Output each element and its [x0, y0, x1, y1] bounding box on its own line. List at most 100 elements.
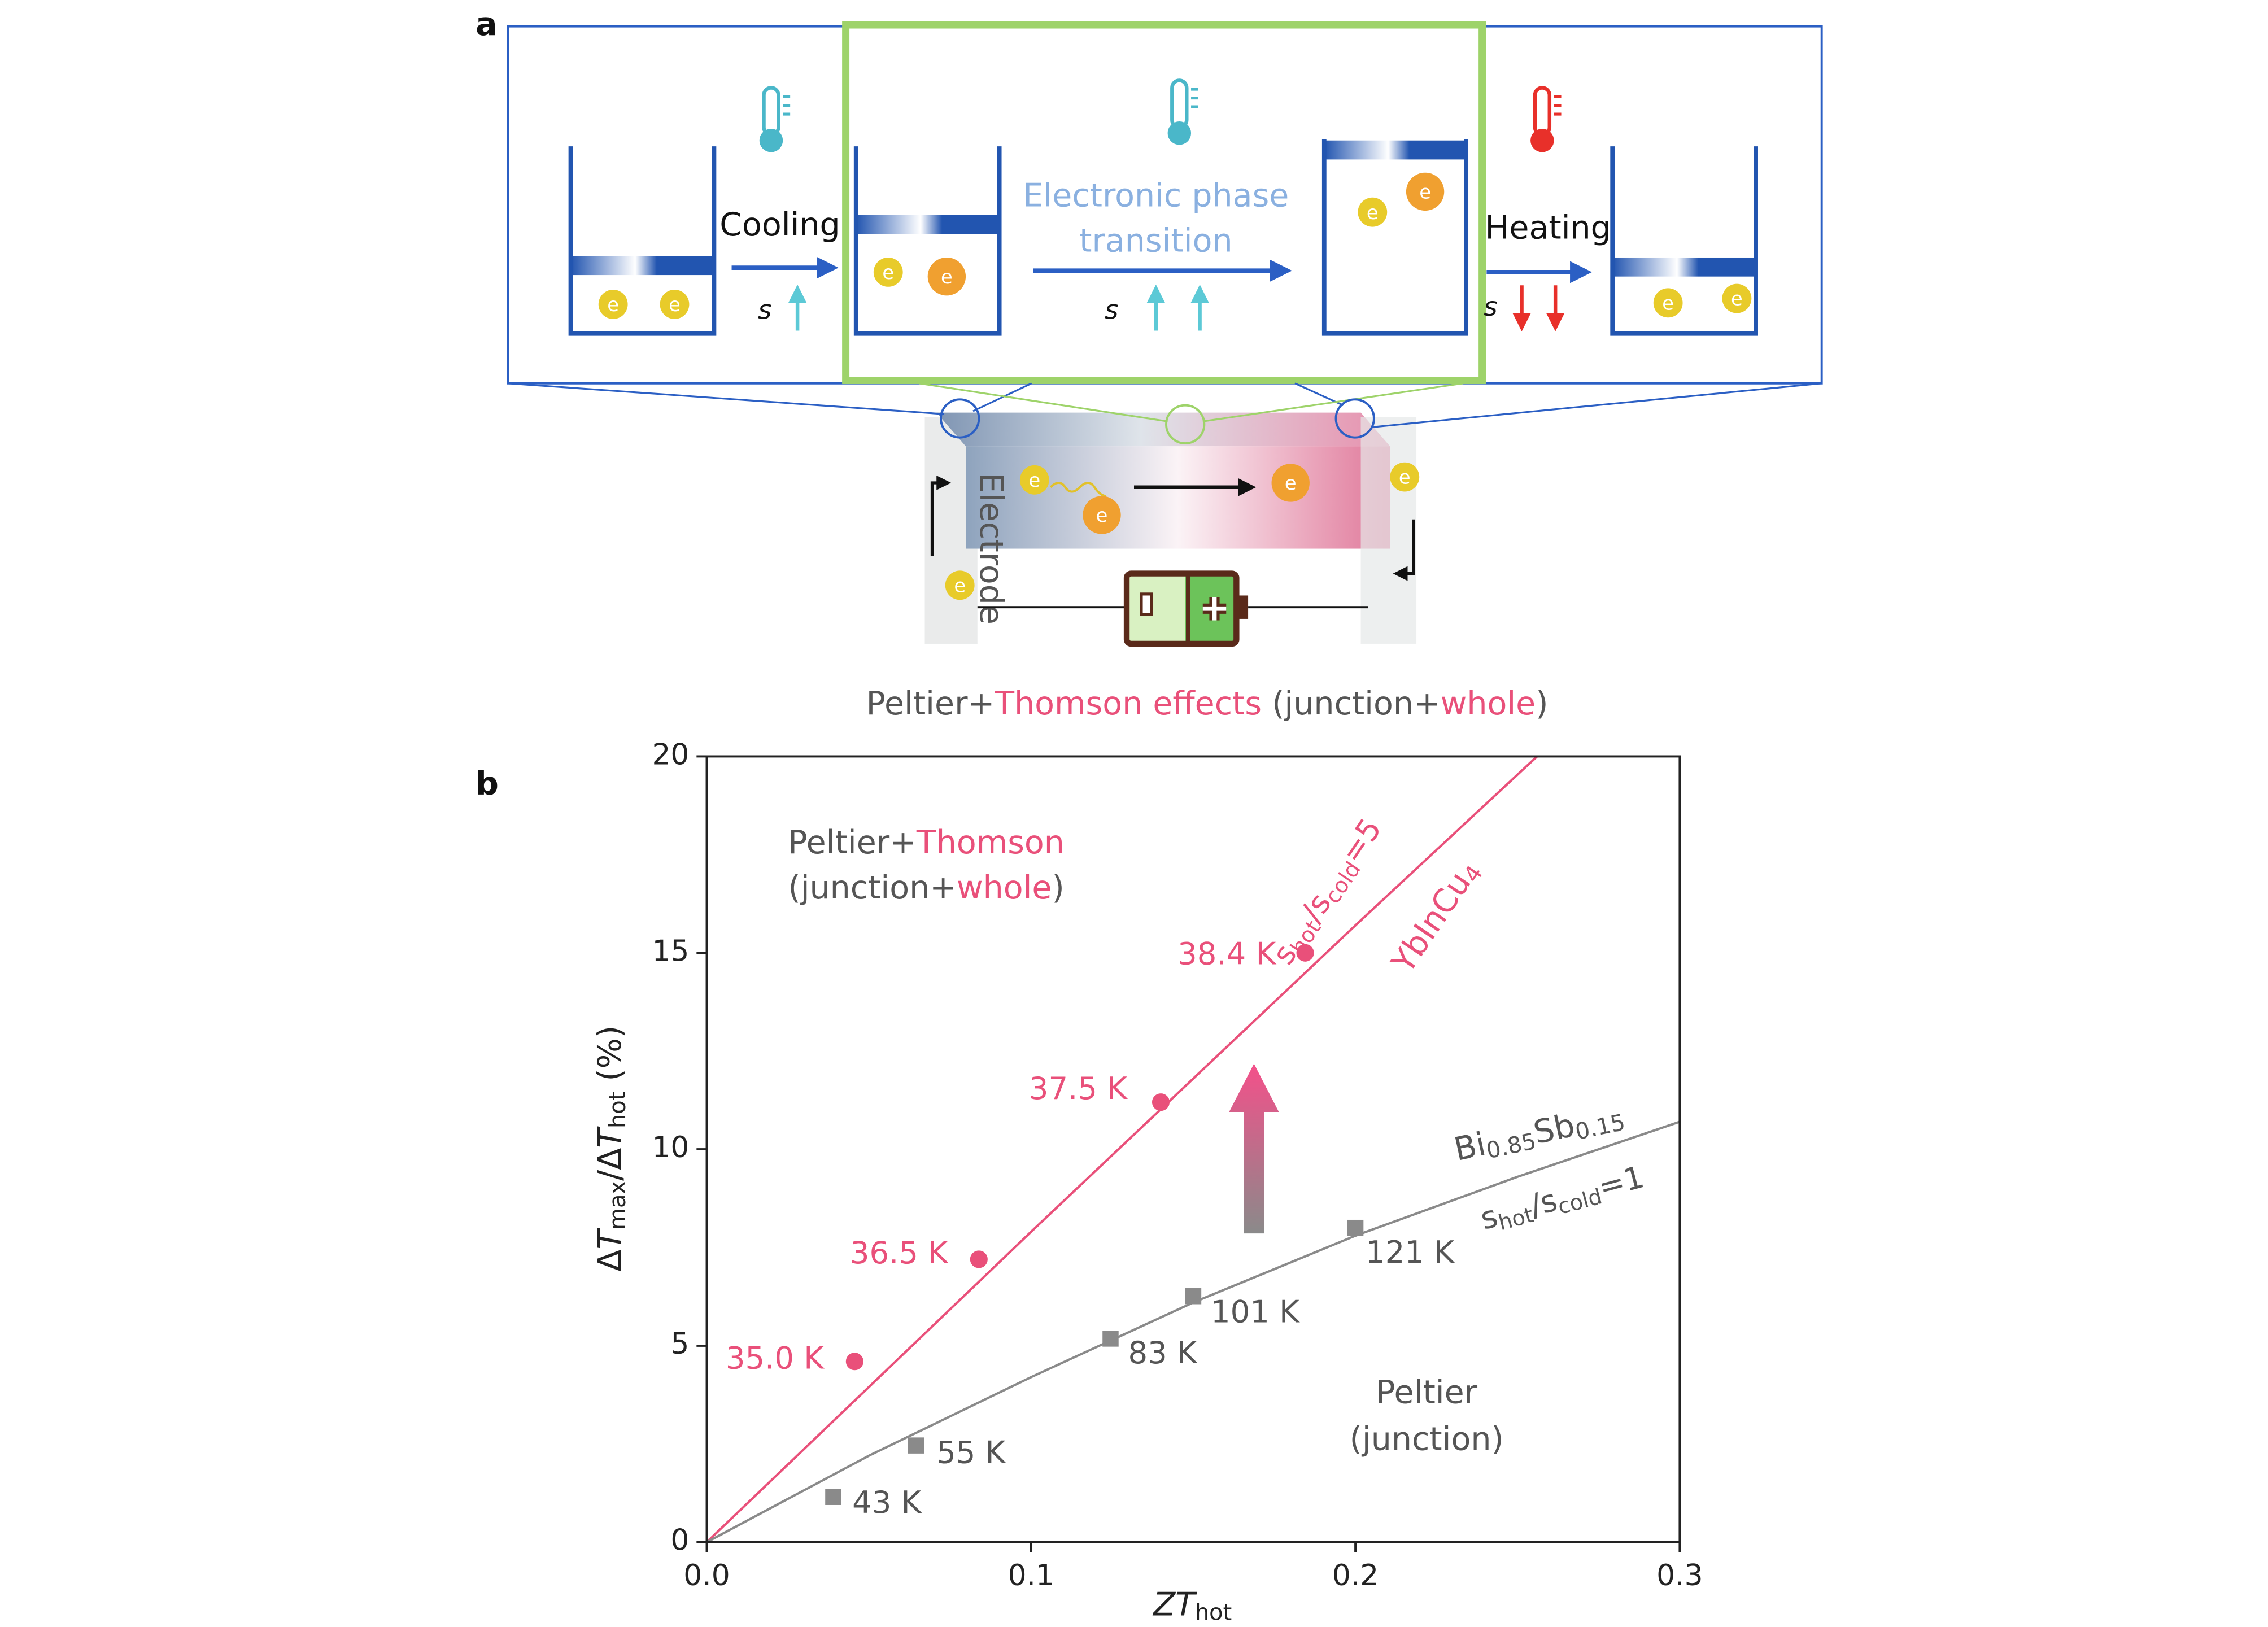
- text-part: Bi: [1451, 1126, 1489, 1168]
- x-tick-label: 0.0: [683, 1559, 730, 1593]
- electron-body: [1406, 172, 1445, 211]
- electron: e: [1653, 288, 1683, 318]
- electrode: [1360, 417, 1417, 644]
- electron-body: [1271, 464, 1310, 502]
- electron-label: e: [954, 574, 966, 596]
- data-point: [1102, 1331, 1119, 1347]
- annotation: (junction): [1350, 1421, 1504, 1458]
- entropy-symbol: s: [1105, 294, 1118, 325]
- electron: e: [1271, 464, 1310, 502]
- text-part: ): [1052, 869, 1064, 906]
- electron-label: e: [1285, 472, 1297, 494]
- electron: e: [1019, 465, 1049, 495]
- electron-body: [1653, 288, 1683, 318]
- point-label: 35.0 K: [726, 1340, 825, 1376]
- zoom-line: [1371, 382, 1822, 429]
- electron: e: [1406, 172, 1445, 211]
- label: Electrode: [972, 473, 1010, 625]
- electron-body: [873, 257, 903, 287]
- highlight-box: [842, 21, 1486, 385]
- electron-label: e: [669, 294, 681, 316]
- beaker: [853, 146, 1002, 336]
- electron-body: [1019, 465, 1049, 495]
- electron-body: [1358, 197, 1388, 227]
- text-part: Sb: [1530, 1106, 1578, 1151]
- electron-label: e: [1096, 504, 1108, 526]
- electron-body: [945, 570, 975, 600]
- beaker: [1321, 139, 1469, 336]
- text-part: (%): [591, 1026, 629, 1092]
- text-part: cold: [1555, 1184, 1605, 1219]
- data-point: [825, 1489, 841, 1505]
- electron-body: [1722, 283, 1752, 313]
- zoom-circle: [940, 398, 980, 439]
- text-part: /Δ: [591, 1148, 629, 1181]
- entropy-symbol: s: [1484, 291, 1497, 322]
- arrow: [930, 476, 952, 556]
- wavy-line: [1049, 482, 1106, 498]
- point-label: 36.5 K: [850, 1235, 949, 1271]
- text-part: Δ: [591, 1250, 629, 1272]
- text-part: T: [591, 1228, 629, 1250]
- thermometer: [1530, 86, 1562, 152]
- electron-label: e: [1419, 181, 1431, 203]
- point-label: 83 K: [1128, 1335, 1198, 1371]
- x-tick-label: 0.3: [1656, 1559, 1703, 1593]
- point-label: 55 K: [936, 1434, 1006, 1470]
- text-part: max: [605, 1181, 631, 1230]
- data-point: [908, 1437, 924, 1454]
- data-point: [1185, 1288, 1202, 1305]
- y-tick-label: 10: [652, 1131, 689, 1164]
- electron-label: e: [1731, 288, 1743, 310]
- text-part: ZT: [1152, 1586, 1197, 1623]
- data-point: [970, 1250, 988, 1268]
- ratio-label: shot/scold=5: [1266, 812, 1391, 972]
- electron: e: [927, 257, 966, 296]
- electron-body: [660, 289, 690, 319]
- beaker: [1610, 146, 1758, 336]
- caption-part: (junction+: [1262, 684, 1441, 722]
- y-tick-label: 20: [652, 738, 689, 771]
- data-point: [1296, 944, 1314, 962]
- bar-top: [936, 412, 1390, 447]
- thermometer: [1167, 78, 1198, 145]
- caption-part: whole: [1441, 684, 1536, 722]
- point-label: 121 K: [1366, 1235, 1455, 1270]
- electron-body: [927, 257, 966, 296]
- entropy-symbol: s: [758, 294, 771, 325]
- zoom-line: [918, 382, 1168, 422]
- text-part: =1: [1595, 1159, 1648, 1205]
- text-part: hot: [605, 1092, 631, 1128]
- data-point: [1347, 1219, 1364, 1236]
- bar: [966, 446, 1390, 549]
- annotation: Peltier: [1376, 1374, 1477, 1411]
- caption-part: ): [1536, 684, 1548, 722]
- y-axis-label: ΔTmax/ΔThot (%): [591, 1026, 631, 1272]
- thermometer: [759, 86, 791, 152]
- label: Cooling: [719, 206, 840, 243]
- fit-line: [706, 756, 1538, 1542]
- text-part: (junction+: [788, 869, 957, 906]
- x-tick-label: 0.2: [1332, 1559, 1379, 1593]
- text-part: T: [591, 1126, 629, 1148]
- caption: Peltier+Thomson effects (junction+whole): [866, 684, 1549, 722]
- electron: e: [1390, 462, 1420, 492]
- data-point: [845, 1353, 863, 1371]
- ratio-label: shot/scold=1: [1477, 1159, 1648, 1239]
- text-part: Thomson: [916, 824, 1065, 861]
- zoom-circle: [1334, 398, 1375, 439]
- fit-line: [706, 1120, 1680, 1542]
- point-label: 38.4 K: [1177, 936, 1276, 972]
- electron-label: e: [1662, 292, 1674, 314]
- electron: e: [873, 257, 903, 287]
- electron: e: [660, 289, 690, 319]
- text-part: 0.15: [1573, 1109, 1627, 1145]
- y-tick-label: 0: [670, 1524, 689, 1558]
- label: Electronic phase: [1023, 177, 1289, 214]
- text-part: hot: [1495, 1202, 1536, 1235]
- electron-label: e: [1367, 202, 1379, 224]
- panel-a: a Cooling Heating Electronic phase trans…: [476, 6, 1823, 722]
- caption-part: Thomson effects: [994, 684, 1262, 722]
- electron-label: e: [607, 294, 619, 316]
- electron: e: [1722, 283, 1752, 313]
